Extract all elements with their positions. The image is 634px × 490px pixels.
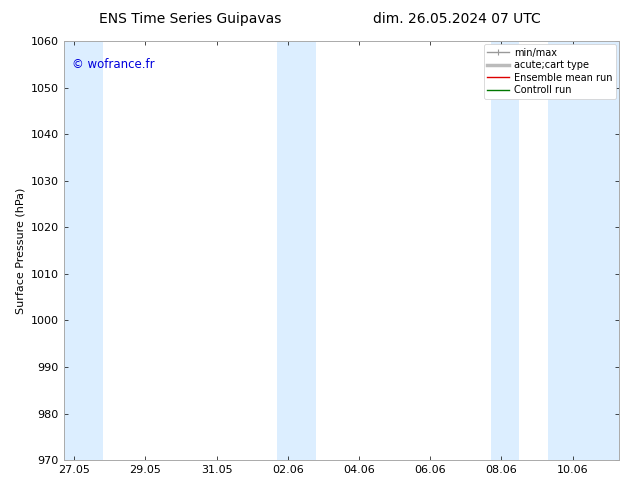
Bar	[491, 41, 519, 460]
Bar	[548, 41, 619, 460]
Text: © wofrance.fr: © wofrance.fr	[72, 58, 155, 71]
Text: ENS Time Series Guipavas: ENS Time Series Guipavas	[99, 12, 281, 26]
Bar	[277, 41, 316, 460]
Legend: min/max, acute;cart type, Ensemble mean run, Controll run: min/max, acute;cart type, Ensemble mean …	[484, 44, 616, 99]
Text: dim. 26.05.2024 07 UTC: dim. 26.05.2024 07 UTC	[373, 12, 540, 26]
Y-axis label: Surface Pressure (hPa): Surface Pressure (hPa)	[15, 187, 25, 314]
Bar	[63, 41, 103, 460]
